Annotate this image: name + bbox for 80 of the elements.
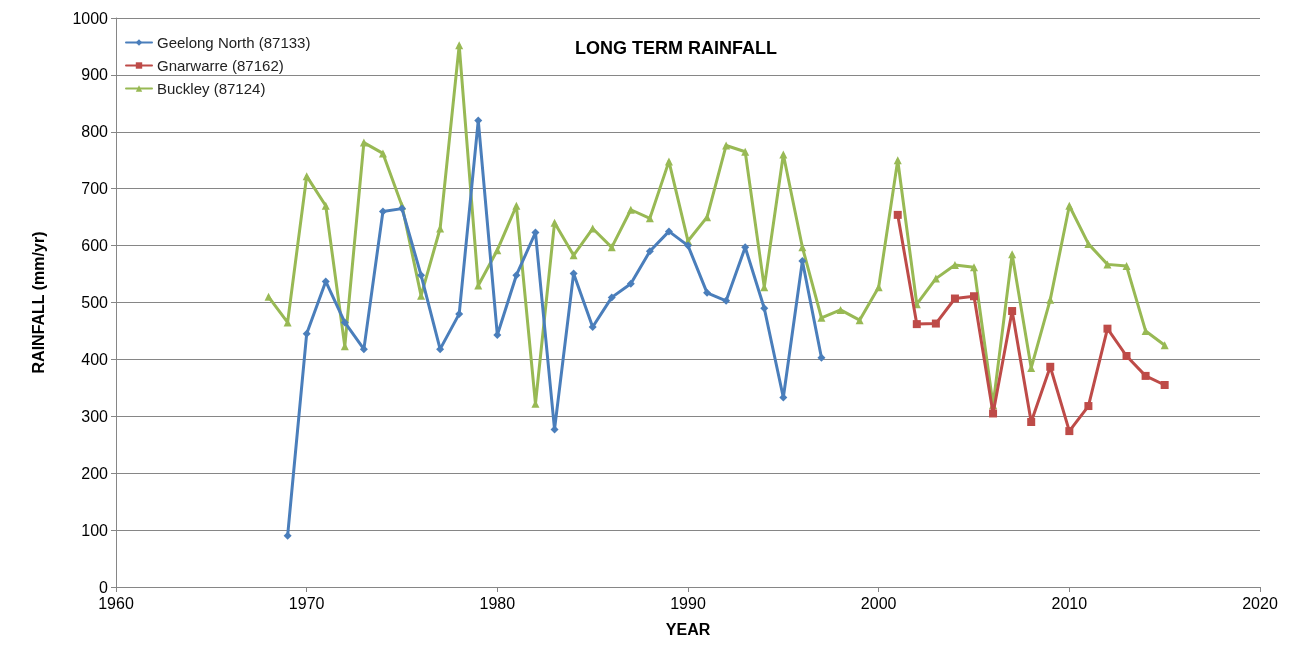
y-tick-label: 500: [81, 294, 109, 311]
point: [550, 218, 559, 227]
point: [1027, 417, 1036, 426]
y-tick-label: 200: [81, 464, 109, 482]
point: [417, 271, 426, 280]
point: [970, 292, 978, 301]
point: [1046, 295, 1055, 304]
point: [283, 531, 292, 540]
x-tick-label: 1960: [98, 594, 134, 612]
point: [817, 353, 826, 362]
point: [931, 319, 940, 328]
x-axis-title: YEAR: [665, 620, 711, 638]
x-tick-label: 1970: [288, 594, 325, 612]
x-tick-label: 2000: [860, 594, 897, 612]
point: [722, 296, 731, 305]
point: [588, 224, 597, 233]
legend-label: Buckley (87124): [157, 80, 266, 97]
point: [378, 207, 387, 216]
point: [950, 294, 959, 303]
point: [1065, 427, 1074, 436]
point: [760, 304, 769, 313]
point: [703, 213, 712, 222]
point: [741, 147, 750, 156]
point: [588, 322, 597, 331]
y-axis-title: RAINFALL (mm/yr): [29, 231, 47, 374]
point: [645, 247, 654, 256]
point: [989, 409, 998, 418]
point: [1008, 307, 1017, 316]
point: [684, 241, 692, 250]
point: [970, 263, 978, 272]
point: [626, 279, 635, 288]
x-tick-label: 2020: [1242, 594, 1278, 612]
point: [1122, 262, 1131, 271]
point: [1008, 250, 1017, 259]
point: [931, 274, 940, 283]
legend-label: Geelong North (87133): [157, 34, 311, 51]
point: [1160, 381, 1169, 390]
point: [664, 227, 673, 236]
point: [607, 293, 616, 302]
point: [302, 329, 311, 338]
point: [1084, 402, 1093, 411]
y-tick-label: 600: [81, 237, 109, 255]
point: [493, 246, 502, 255]
y-tick-label: 0: [99, 578, 109, 596]
point: [1160, 341, 1169, 350]
point: [1046, 362, 1055, 371]
point: [626, 205, 635, 214]
point: [836, 305, 845, 314]
y-tick-label: 900: [81, 66, 109, 84]
point: [512, 271, 521, 280]
point: [340, 318, 349, 327]
point: [855, 316, 864, 325]
point: [512, 201, 521, 210]
y-tick-label: 100: [81, 521, 109, 539]
legend-label: Gnarwarre (87162): [157, 57, 284, 74]
y-tick-label: 300: [81, 407, 109, 425]
point: [1141, 371, 1150, 380]
point: [1065, 201, 1074, 210]
y-tick-label: 400: [81, 350, 109, 368]
text: LONG TERM RAINFALL: [575, 38, 777, 58]
point: [302, 172, 311, 181]
point: [359, 345, 368, 354]
y-tick-label: 1000: [72, 9, 109, 27]
x-tick-label: 1980: [479, 594, 516, 612]
point: [359, 138, 368, 147]
point: [893, 210, 902, 219]
point: [264, 292, 273, 301]
y-tick-label: 700: [81, 180, 109, 198]
point: [1103, 324, 1112, 333]
point: [1103, 260, 1112, 269]
point: [798, 256, 807, 265]
x-tick-label: 1990: [670, 594, 706, 612]
point: [703, 288, 712, 297]
y-tick-label: 800: [81, 123, 109, 141]
point: [1122, 351, 1131, 360]
point: [321, 201, 330, 210]
point: [569, 251, 578, 260]
point: [912, 320, 921, 329]
x-tick-label: 2010: [1051, 594, 1088, 612]
point: [779, 150, 788, 159]
